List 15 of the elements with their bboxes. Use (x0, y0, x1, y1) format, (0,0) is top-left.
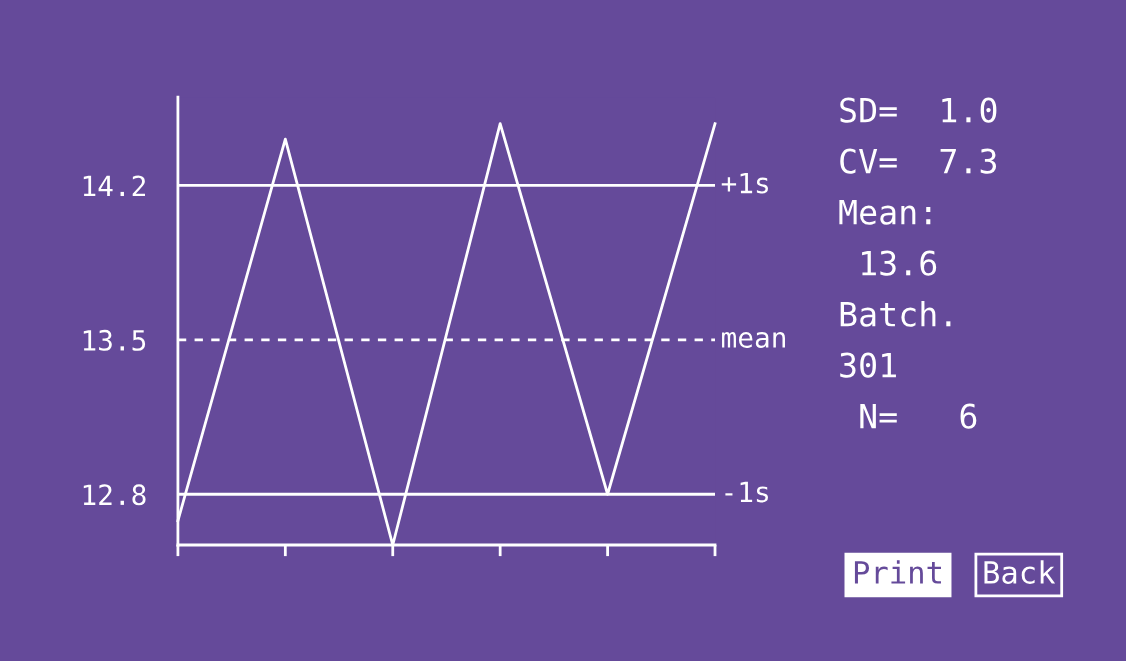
text: Print (854, 560, 941, 584)
ref-line-label: mean (722, 332, 785, 348)
text: 301 (840, 352, 896, 378)
y-tick-label: 14.2 (83, 175, 145, 197)
y-tick-label: 12.8 (83, 484, 146, 506)
text: Batch. (840, 300, 951, 327)
text: Mean: (839, 199, 931, 225)
text: SD= 1.0 (840, 97, 997, 123)
y-tick-label: 13.5 (83, 329, 146, 351)
text: N= 6 (860, 403, 977, 429)
ref-line-label: -1s (725, 481, 768, 503)
text: CV= 7.3 (840, 148, 997, 174)
text: Back (984, 560, 1056, 584)
ref-line-label: +1s (721, 172, 768, 194)
text: 13.6 (862, 250, 937, 276)
